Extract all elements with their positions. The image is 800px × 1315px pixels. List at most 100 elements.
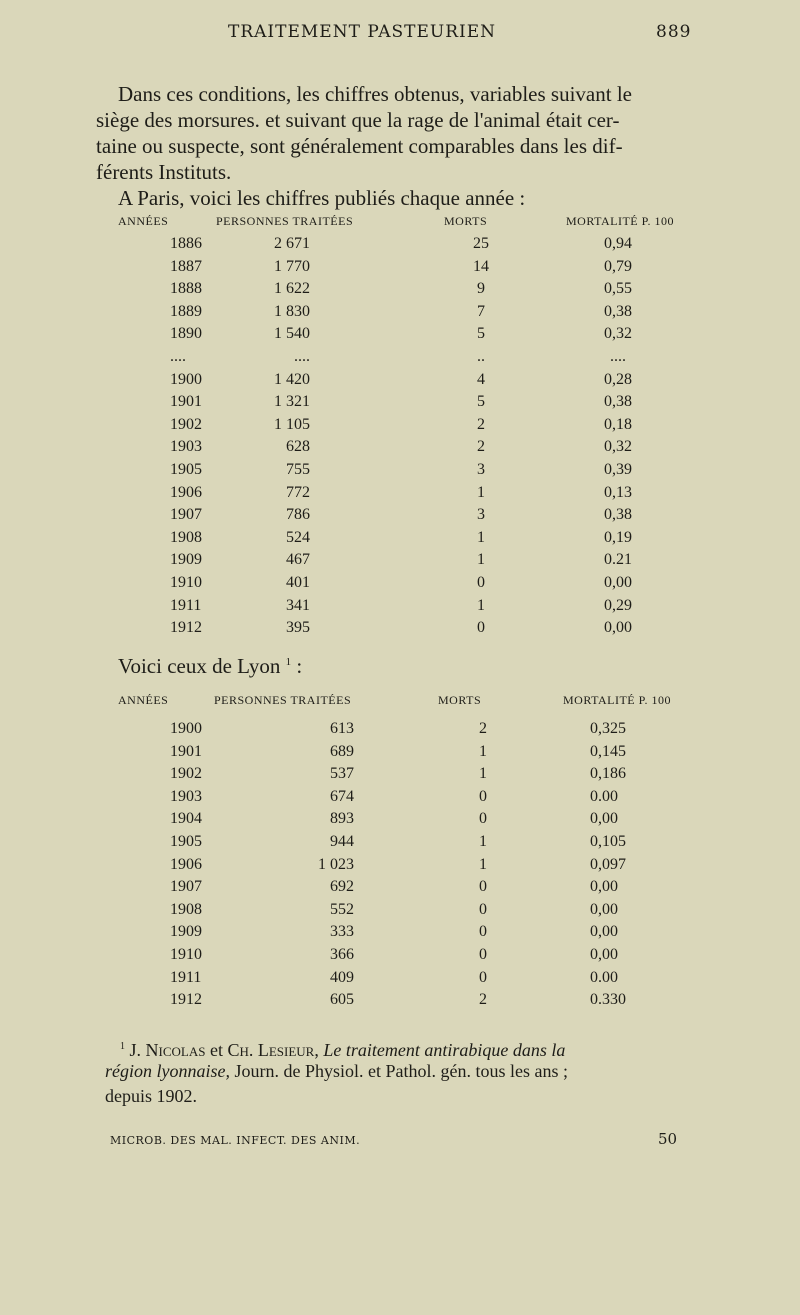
cell-persons: 674	[330, 787, 354, 805]
cell-years: 1890	[170, 325, 202, 343]
cell-persons: 755	[286, 461, 310, 478]
cell-years: 1911	[170, 596, 202, 614]
cell-persons: 772	[286, 483, 310, 501]
cell-mortality: 0,79	[604, 257, 632, 275]
cell-years: 1902	[170, 765, 202, 783]
paragraph-line: siège des morsures. et suivant que la ra…	[96, 108, 620, 132]
cell-deaths: 2	[477, 415, 485, 433]
cell-deaths: 1	[477, 596, 485, 614]
cell-years: 1887	[170, 257, 202, 275]
footnote-author: J. Nicolas	[129, 1040, 206, 1060]
cell-deaths: 0	[479, 946, 487, 963]
cell-persons: ....	[294, 348, 310, 365]
cell-mortality: 0,00	[590, 878, 618, 896]
cell-mortality: 0,145	[590, 742, 626, 760]
cell-years: ....	[170, 348, 186, 365]
cell-years: 1904	[170, 810, 202, 828]
cell-years: 1889	[170, 302, 202, 320]
cell-persons: 605	[330, 991, 354, 1009]
column-header-mortality: MORTALITÉ P. 100	[566, 214, 674, 228]
cell-mortality: 0,55	[604, 280, 632, 298]
footnote-line-2: région lyonnaise, Journ. de Physiol. et …	[105, 1061, 568, 1082]
cell-deaths: 1	[477, 551, 485, 569]
cell-deaths: 2	[477, 438, 485, 456]
column-header-deaths: MORTS	[444, 214, 488, 228]
cell-persons: 1 622	[274, 280, 310, 298]
cell-deaths: 4	[477, 370, 485, 388]
cell-years: 1911	[170, 968, 202, 986]
cell-deaths: 0	[479, 878, 487, 896]
running-header: TRAITEMENT PASTEURIEN	[228, 22, 496, 42]
cell-years: 1907	[170, 506, 202, 524]
cell-persons: 692	[330, 878, 354, 896]
cell-mortality: 0.21	[604, 551, 632, 569]
cell-years: 1888	[170, 280, 202, 298]
cell-mortality: 0,00	[590, 923, 618, 941]
cell-deaths: 5	[477, 325, 485, 343]
cell-persons: 401	[286, 574, 310, 591]
cell-deaths: 0	[477, 574, 485, 591]
column-header-persons: PERSONNES TRAITÉES	[214, 693, 352, 707]
cell-mortality: 0,00	[604, 574, 632, 591]
cell-years: 1905	[170, 833, 202, 850]
cell-years: 1886	[170, 235, 202, 252]
cell-persons: 366	[330, 946, 354, 963]
footnote-mark: 1	[120, 1041, 125, 1052]
cell-mortality: 0,38	[604, 302, 632, 320]
footnote-and: et	[209, 1040, 223, 1060]
cell-deaths: 14	[473, 257, 489, 275]
cell-deaths: 0	[479, 923, 487, 941]
cell-persons: 1 770	[274, 257, 310, 275]
cell-deaths: 2	[479, 991, 487, 1009]
cell-deaths: 0	[479, 900, 487, 918]
cell-persons: 341	[286, 596, 310, 614]
footnote-journal: Journ. de Physiol. et Pathol. gén. tous …	[234, 1061, 568, 1081]
cell-mortality: 0,18	[604, 415, 632, 433]
cell-persons: 613	[330, 720, 354, 737]
cell-years: 1906	[170, 855, 202, 873]
cell-mortality: 0,325	[590, 720, 626, 737]
cell-years: 1909	[170, 551, 202, 569]
cell-persons: 2 671	[274, 235, 310, 252]
footnote-line-3: depuis 1902.	[105, 1086, 197, 1106]
cell-deaths: 1	[479, 765, 487, 783]
cell-deaths: 0	[479, 810, 487, 828]
cell-persons: 409	[330, 968, 354, 986]
footnote-line-1: 1 J. Nicolas et Ch. Lesieur, Le traiteme…	[120, 1036, 565, 1061]
cell-years: 1901	[170, 742, 202, 760]
cell-mortality: ....	[610, 348, 626, 365]
cell-mortality: 0.00	[590, 787, 618, 805]
cell-years: 1903	[170, 787, 202, 805]
cell-persons: 1 023	[318, 855, 354, 873]
cell-deaths: 0	[479, 787, 487, 805]
cell-mortality: 0,097	[590, 855, 626, 873]
lyon-intro: Voici ceux de Lyon 1 :	[118, 650, 302, 678]
cell-mortality: 0,00	[590, 810, 618, 828]
footnote-title-cont: région lyonnaise,	[105, 1061, 230, 1081]
footnote-ref: 1	[285, 656, 292, 668]
cell-mortality: 0,19	[604, 528, 632, 546]
cell-deaths: 9	[477, 280, 485, 298]
cell-persons: 333	[330, 923, 354, 941]
cell-persons: 395	[286, 619, 310, 637]
footnote-author: Ch. Lesieur,	[227, 1040, 319, 1060]
cell-deaths: 25	[473, 235, 489, 252]
cell-deaths: ..	[477, 348, 485, 365]
cell-deaths: 3	[477, 461, 485, 478]
cell-deaths: 0	[479, 968, 487, 986]
cell-years: 1907	[170, 878, 202, 896]
cell-years: 1901	[170, 393, 202, 411]
cell-mortality: 0,32	[604, 438, 632, 456]
cell-mortality: 0,39	[604, 461, 632, 478]
cell-persons: 786	[286, 506, 310, 524]
cell-mortality: 0,38	[604, 393, 632, 411]
cell-mortality: 0,28	[604, 370, 632, 388]
cell-persons: 689	[330, 742, 354, 760]
cell-mortality: 0,105	[590, 833, 626, 850]
cell-years: 1909	[170, 923, 202, 941]
cell-persons: 1 540	[274, 325, 310, 343]
cell-years: 1910	[170, 946, 202, 963]
cell-deaths: 1	[479, 855, 487, 873]
cell-years: 1910	[170, 574, 202, 591]
cell-persons: 537	[330, 765, 354, 783]
